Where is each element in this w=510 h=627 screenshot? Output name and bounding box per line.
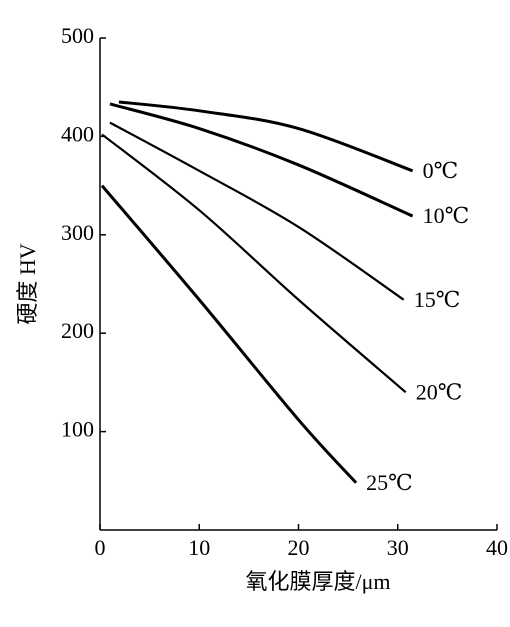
y-axis-label: 硬度 HV: [15, 243, 40, 324]
x-tick-label: 10: [188, 535, 210, 560]
series-label: 15℃: [414, 287, 461, 312]
series-label: 20℃: [416, 379, 463, 404]
x-tick-label: 0: [95, 535, 106, 560]
y-tick-label: 400: [61, 121, 94, 146]
y-tick-label: 500: [61, 23, 94, 48]
y-tick-label: 200: [61, 318, 94, 343]
x-tick-label: 40: [486, 535, 508, 560]
series-label: 25℃: [366, 470, 413, 495]
series-label: 10℃: [423, 203, 470, 228]
series-label: 0℃: [423, 158, 459, 183]
line: [118, 100, 414, 173]
y-tick-label: 100: [61, 417, 94, 442]
x-axis-label: 氧化膜厚度/μm: [245, 569, 390, 594]
y-tick-label: 300: [61, 220, 94, 245]
x-tick-label: 30: [387, 535, 409, 560]
line: [109, 102, 414, 218]
line: [100, 184, 358, 484]
x-tick-label: 20: [288, 535, 310, 560]
line: [109, 121, 405, 301]
line: [101, 133, 407, 394]
